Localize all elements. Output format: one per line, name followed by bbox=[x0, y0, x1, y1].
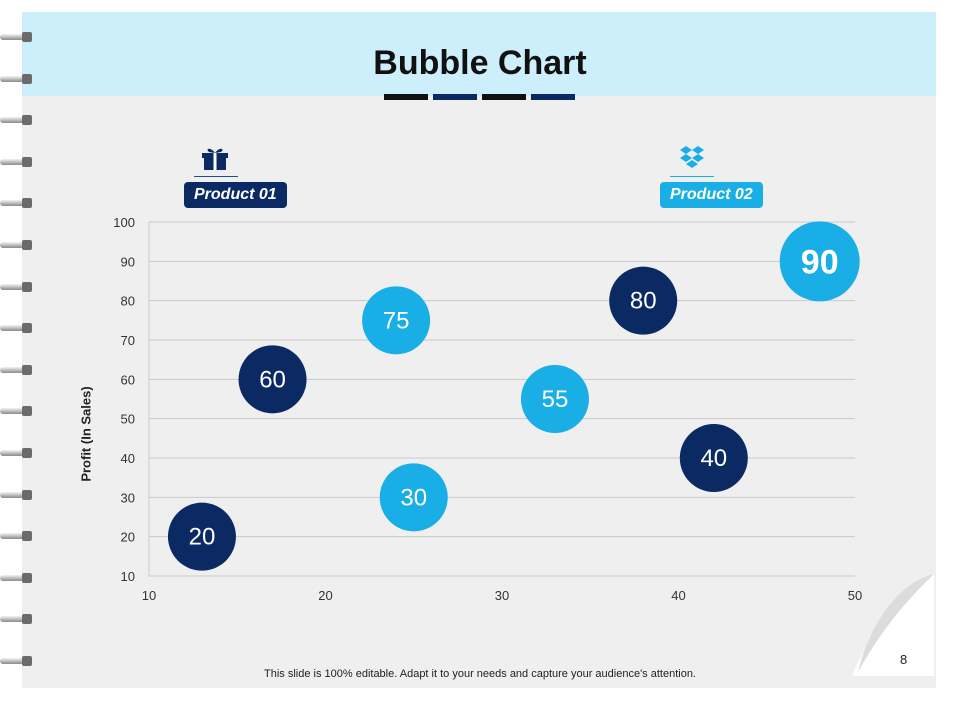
y-tick-label: 90 bbox=[121, 254, 135, 269]
coil-wire bbox=[0, 658, 24, 664]
coil-wire bbox=[0, 200, 24, 207]
product-01-divider bbox=[194, 176, 238, 177]
spiral-coil bbox=[0, 113, 36, 127]
coil-hole bbox=[22, 572, 32, 583]
bubble-data-label: 80 bbox=[630, 288, 657, 315]
bubble-data-label: 20 bbox=[189, 524, 216, 551]
coil-hole bbox=[22, 656, 32, 666]
y-tick-label: 60 bbox=[121, 372, 135, 387]
spiral-coil bbox=[0, 571, 36, 585]
coil-hole bbox=[22, 531, 32, 542]
spiral-binding bbox=[0, 30, 36, 700]
coil-hole bbox=[22, 448, 32, 458]
bubble bbox=[379, 463, 448, 532]
x-tick-label: 10 bbox=[142, 588, 156, 603]
coil-wire bbox=[0, 117, 24, 124]
x-tick-label: 50 bbox=[848, 588, 862, 603]
coil-wire bbox=[0, 158, 24, 165]
x-tick-label: 20 bbox=[318, 588, 332, 603]
bubble bbox=[238, 345, 307, 414]
y-tick-label: 30 bbox=[121, 490, 135, 505]
spiral-coil bbox=[0, 30, 36, 44]
spiral-coil bbox=[0, 155, 36, 169]
coil-hole bbox=[22, 614, 32, 625]
spiral-coil bbox=[0, 488, 36, 502]
product-02-label: Product 02 bbox=[660, 182, 763, 208]
bubble bbox=[779, 221, 860, 302]
spiral-coil bbox=[0, 654, 36, 668]
coil-hole bbox=[22, 489, 32, 500]
gift-box-icon bbox=[202, 148, 228, 170]
spiral-coil bbox=[0, 529, 36, 543]
y-tick-label: 80 bbox=[121, 294, 135, 309]
spiral-coil bbox=[0, 196, 36, 210]
x-tick-label: 30 bbox=[495, 588, 509, 603]
bubble-data-label: 60 bbox=[259, 366, 286, 393]
spiral-coil bbox=[0, 321, 36, 335]
bubble-data-label: 55 bbox=[542, 386, 569, 413]
spiral-coil bbox=[0, 363, 36, 377]
footer-note: This slide is 100% editable. Adapt it to… bbox=[264, 668, 696, 680]
title-bar-4 bbox=[531, 94, 575, 100]
product-02-divider bbox=[670, 176, 714, 177]
coil-hole bbox=[22, 281, 32, 292]
coil-wire bbox=[0, 75, 24, 82]
coil-hole bbox=[22, 73, 32, 84]
coil-wire bbox=[0, 34, 24, 40]
coil-wire bbox=[0, 283, 24, 290]
bubble bbox=[520, 365, 589, 433]
coil-hole bbox=[22, 406, 32, 417]
y-tick-label: 50 bbox=[121, 412, 135, 427]
y-tick-label: 20 bbox=[121, 530, 135, 545]
coil-wire bbox=[0, 616, 24, 623]
coil-wire bbox=[0, 242, 24, 248]
coil-wire bbox=[0, 491, 24, 498]
coil-wire bbox=[0, 533, 24, 540]
title-bar-1 bbox=[384, 94, 428, 100]
coil-hole bbox=[22, 323, 32, 334]
bubble bbox=[609, 266, 678, 335]
coil-wire bbox=[0, 408, 24, 415]
bubble bbox=[167, 502, 236, 571]
y-tick-label: 100 bbox=[113, 215, 135, 230]
x-tick-label: 40 bbox=[671, 588, 685, 603]
bubble bbox=[679, 424, 748, 492]
coil-hole bbox=[22, 115, 32, 126]
spiral-coil bbox=[0, 404, 36, 418]
coil-hole bbox=[22, 32, 32, 42]
y-tick-label: 70 bbox=[121, 333, 135, 348]
page-title: Bubble Chart bbox=[373, 44, 587, 82]
page-curl bbox=[852, 574, 934, 676]
coil-hole bbox=[22, 198, 32, 209]
spiral-coil bbox=[0, 446, 36, 460]
spiral-coil bbox=[0, 238, 36, 252]
coil-wire bbox=[0, 574, 24, 581]
spiral-coil bbox=[0, 612, 36, 626]
coil-hole bbox=[22, 156, 32, 167]
bubble-data-label: 75 bbox=[383, 307, 410, 334]
notebook-page bbox=[22, 12, 936, 688]
y-tick-label: 40 bbox=[121, 451, 135, 466]
spiral-coil bbox=[0, 72, 36, 86]
bubble-data-label: 90 bbox=[801, 243, 839, 281]
bubble-data-label: 30 bbox=[400, 484, 427, 511]
bubble bbox=[362, 286, 431, 355]
title-bar-3 bbox=[482, 94, 526, 100]
spiral-coil bbox=[0, 280, 36, 294]
y-tick-label: 10 bbox=[121, 569, 135, 584]
coil-hole bbox=[22, 240, 32, 250]
title-band bbox=[22, 12, 936, 96]
coil-wire bbox=[0, 450, 24, 456]
bubble-data-label: 40 bbox=[700, 445, 727, 472]
dropbox-icon bbox=[680, 146, 704, 168]
coil-wire bbox=[0, 366, 24, 373]
product-01-label: Product 01 bbox=[184, 182, 287, 208]
coil-wire bbox=[0, 325, 24, 332]
title-bar-2 bbox=[433, 94, 477, 100]
page-number: 8 bbox=[900, 652, 908, 667]
coil-hole bbox=[22, 364, 32, 375]
